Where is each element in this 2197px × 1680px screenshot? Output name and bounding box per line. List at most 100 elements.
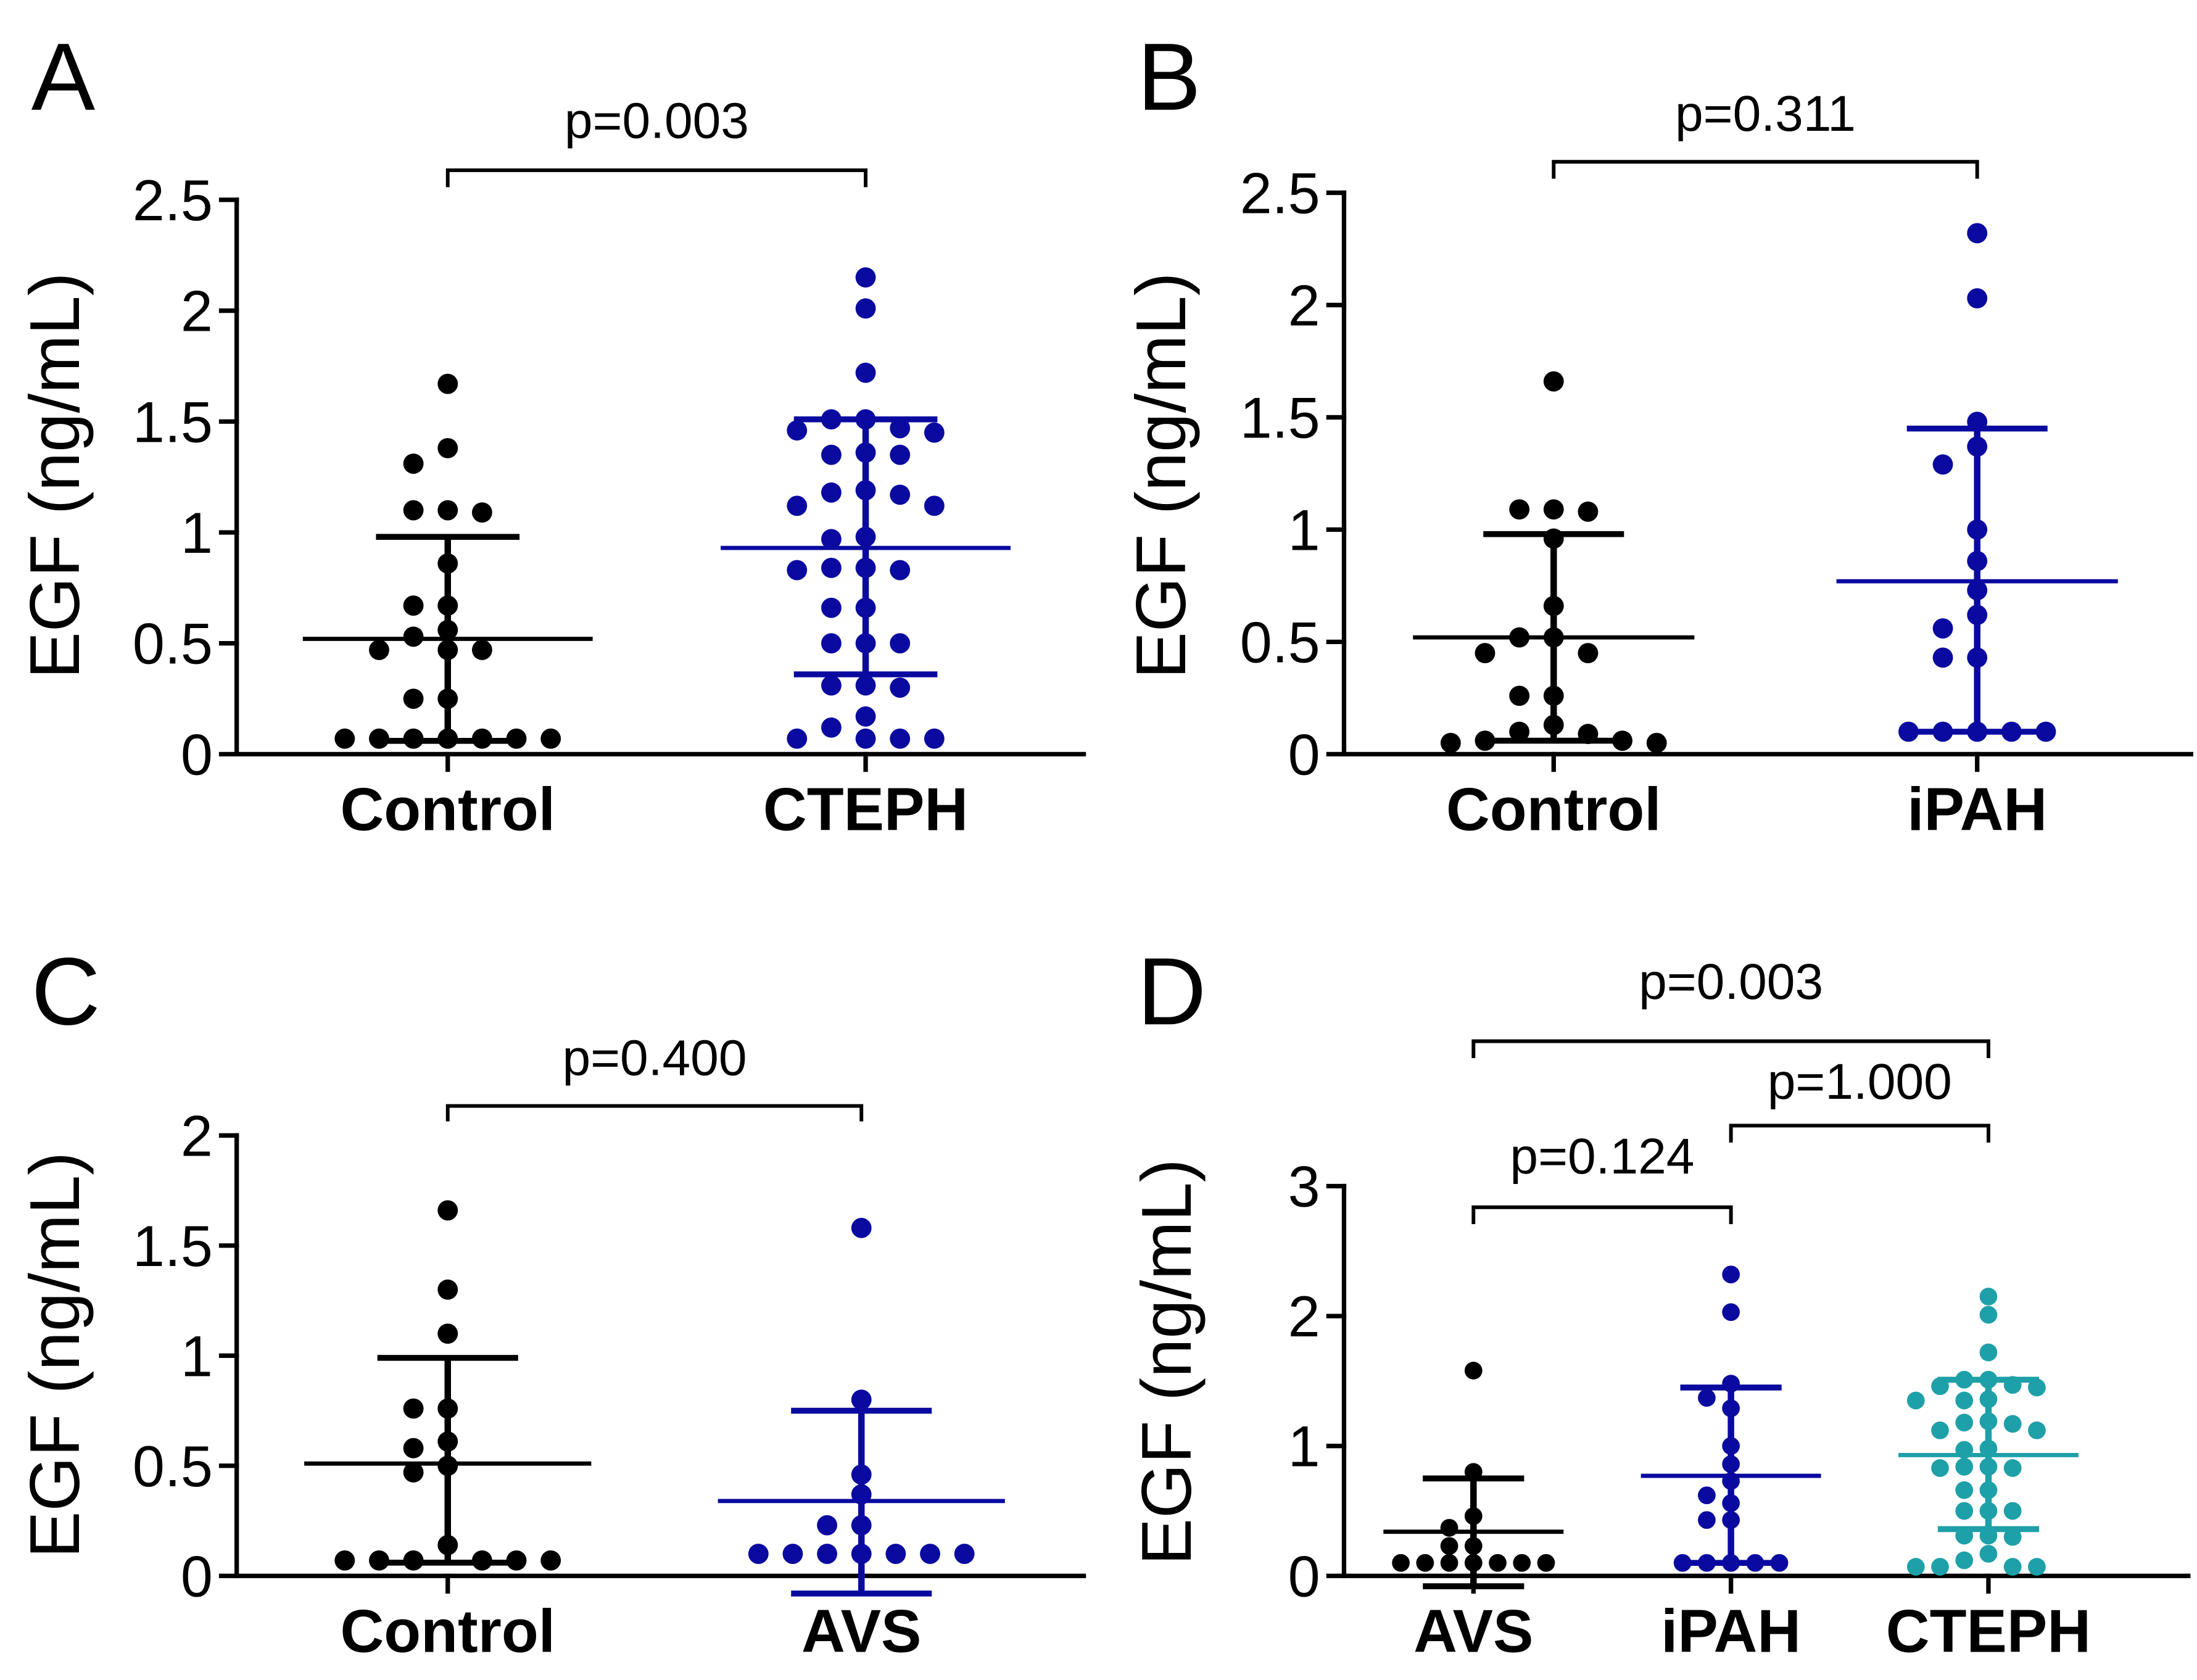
data-point [403,689,424,709]
series-avs [1383,1362,1564,1589]
y-axis-label: EGF (ng/mL) [16,272,94,679]
y-tick-label: 2 [181,279,213,344]
data-point [821,717,842,738]
data-point [1392,1554,1410,1572]
data-point [334,1550,355,1571]
y-tick-label: 2 [1288,273,1320,337]
data-point [821,444,842,465]
data-point [787,560,808,581]
data-point [1931,1558,1949,1576]
data-point [1509,499,1530,520]
y-tick-label: 1.5 [133,389,213,454]
x-tick-label: Control [1446,776,1661,843]
p-value-label: p=0.311 [1675,86,1856,142]
panel-letter: D [1137,938,1206,1045]
data-point [403,500,424,521]
data-point [890,728,911,749]
data-point [748,1544,769,1564]
panel-c: C EGF (ng/mL) 0 0.5 1 1.5 2 Control AVS p=0.400 [16,938,1086,1665]
data-point [2028,1378,2046,1397]
panel-letter: B [1137,23,1201,130]
data-point [1416,1554,1434,1572]
significance-bracket [1471,1205,1733,1225]
data-point [855,362,876,383]
data-point [1955,1502,1974,1520]
data-point [920,1544,940,1564]
data-point [855,267,876,288]
data-point [890,444,911,465]
y-axis-label: EGF (ng/mL) [1122,272,1201,679]
data-point [787,728,808,749]
data-point [851,1217,872,1238]
data-point [855,706,876,727]
data-point [855,298,876,319]
data-point [1543,499,1564,520]
data-point [954,1544,975,1564]
x-tick-label: AVS [801,1597,921,1665]
series-ipah [1836,223,2118,742]
data-point [1464,1362,1483,1380]
data-point [890,633,911,654]
p-value-label: p=0.003 [1639,954,1823,1010]
series-cteph [1898,1288,2079,1576]
data-point [821,558,842,578]
data-point [1578,501,1599,522]
data-point [1955,1481,1974,1499]
data-point [2028,1558,2046,1576]
data-point [437,437,458,458]
data-point [1440,1518,1458,1537]
data-point [1513,1554,1531,1572]
p-value-label: p=0.003 [565,93,749,149]
y-tick-label: 1 [181,1323,213,1388]
significance-bracket [445,168,868,188]
data-point [1722,1265,1740,1284]
data-point [1931,1421,1949,1439]
data-point [1646,732,1667,753]
data-point [890,484,911,505]
y-tick-label: 1.5 [1240,385,1320,450]
data-point [1931,1459,1949,1477]
series-control [304,1200,592,1571]
data-point [821,529,842,550]
y-tick-label: 1 [1288,1414,1320,1479]
panel-b: B EGF (ng/mL) 0 0.5 1 1.5 2 2.5 Control iPAH p=0.3… [1122,23,2194,843]
y-axis-label: EGF (ng/mL) [16,1152,94,1558]
p-value-label: p=0.124 [1510,1128,1694,1185]
x-tick-label: CTEPH [1886,1597,2091,1665]
data-point [1906,1391,1925,1410]
y-tick-label: 1 [1288,497,1320,562]
data-point [1955,1413,1974,1432]
data-point [890,418,911,439]
data-point [855,728,876,749]
data-point [403,626,424,647]
data-point [403,1462,424,1483]
data-point [1489,1554,1507,1572]
data-point [1979,1306,1998,1324]
data-point [1932,647,1953,668]
y-tick-label: 0.5 [133,611,213,676]
panel-letter: A [31,23,96,130]
y-tick-label: 0 [181,1544,213,1608]
data-point [2003,1415,2022,1433]
series-control [302,373,593,749]
y-tick-label: 0 [1288,1544,1320,1608]
x-tick-label: AVS [1413,1597,1533,1665]
data-point [1509,721,1530,742]
data-point [782,1544,803,1564]
data-point [924,495,945,516]
y-tick-label: 1.5 [133,1214,213,1278]
data-point [1698,1486,1716,1505]
data-point [924,422,945,443]
data-point [1906,1558,1925,1576]
series-control [1413,371,1695,753]
data-point [890,560,911,581]
data-point [1578,643,1599,664]
data-point [821,675,842,696]
y-tick-label: 2 [181,1103,213,1168]
x-tick-label: iPAH [1661,1597,1801,1665]
y-axis-label: EGF (ng/mL) [1128,1159,1206,1565]
data-point [1543,371,1564,392]
significance-bracket [1552,160,1979,179]
data-point [821,633,842,654]
